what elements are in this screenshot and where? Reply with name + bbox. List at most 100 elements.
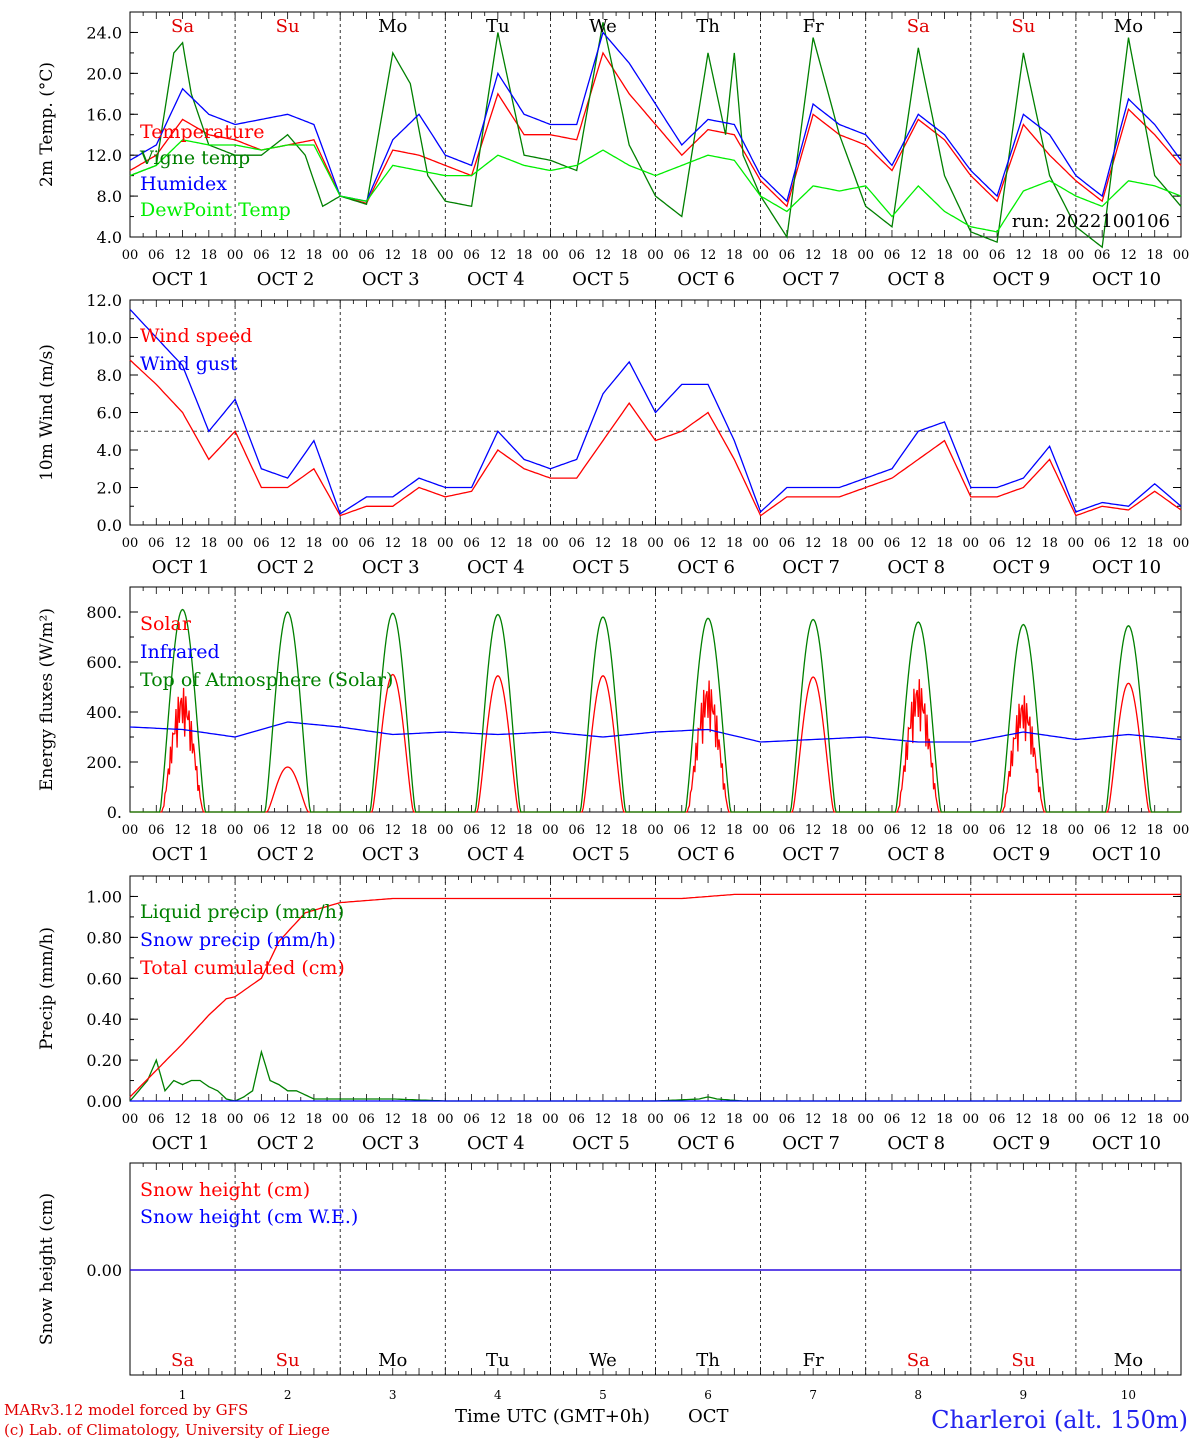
series-total-cumulated-cm — [129, 893, 1181, 1098]
hour-label: 06 — [358, 823, 375, 838]
hour-label: 12 — [490, 248, 507, 263]
legend-entry: Wind speed — [140, 325, 252, 347]
hour-label: 12 — [384, 248, 401, 263]
y-axis-title: Precip (mm/h) — [37, 927, 57, 1050]
day-name: Su — [1011, 1350, 1035, 1371]
hour-label: 06 — [568, 248, 585, 263]
date-label: OCT 6 — [677, 1133, 735, 1154]
hour-label: 18 — [621, 536, 638, 551]
hour-label: 06 — [884, 248, 901, 263]
date-label: OCT 8 — [887, 1133, 945, 1154]
date-label: OCT 5 — [572, 557, 630, 578]
y-tick-label: 8.0 — [97, 187, 122, 206]
hour-label: 00 — [647, 1112, 664, 1127]
hour-label: 12 — [384, 1112, 401, 1127]
y-tick-label: 0.00 — [86, 1092, 122, 1111]
hour-label: 18 — [306, 536, 323, 551]
date-label: OCT 7 — [782, 269, 840, 290]
lab-credit: (c) Lab. of Climatology, University of L… — [4, 1421, 330, 1439]
hour-label: 06 — [463, 1112, 480, 1127]
hour-label: 18 — [831, 536, 848, 551]
hour-label: 00 — [1068, 1112, 1085, 1127]
hour-label: 18 — [516, 1112, 533, 1127]
day-name: Tu — [486, 1350, 510, 1371]
day-name: We — [589, 16, 617, 37]
hour-label: 18 — [411, 248, 428, 263]
date-label: OCT 2 — [257, 269, 315, 290]
date-label: OCT 2 — [257, 844, 315, 865]
hour-label: 06 — [148, 823, 165, 838]
y-axis-title: Snow height (cm) — [37, 1193, 57, 1345]
day-name: Th — [696, 1350, 720, 1371]
hour-label: 18 — [1146, 1112, 1163, 1127]
date-label: OCT 6 — [677, 557, 735, 578]
hour-label: 00 — [752, 1112, 769, 1127]
hour-label: 00 — [1068, 823, 1085, 838]
hour-label: 18 — [621, 1112, 638, 1127]
day-name: We — [589, 1350, 617, 1371]
hour-label: 00 — [332, 823, 349, 838]
day-name: Mo — [378, 1350, 407, 1371]
hour-label: 18 — [516, 823, 533, 838]
hour-label: 12 — [595, 823, 612, 838]
y-tick-label: 16.0 — [86, 105, 122, 124]
hour-label: 00 — [437, 536, 454, 551]
hour-label: 00 — [1173, 536, 1190, 551]
date-label: OCT 8 — [887, 269, 945, 290]
hour-label: 00 — [1068, 248, 1085, 263]
hour-label: 12 — [1015, 536, 1032, 551]
hour-label: 12 — [279, 536, 296, 551]
day-name: Sa — [171, 16, 194, 37]
hour-label: 06 — [463, 536, 480, 551]
legend-entry: Humidex — [140, 173, 227, 195]
date-label: OCT 9 — [992, 1133, 1050, 1154]
hour-label: 12 — [595, 536, 612, 551]
hour-label: 00 — [647, 248, 664, 263]
hour-label: 00 — [752, 823, 769, 838]
date-label: OCT 3 — [362, 557, 420, 578]
y-tick-label: 6.0 — [97, 404, 122, 423]
date-label: OCT 3 — [362, 844, 420, 865]
date-label: OCT 7 — [782, 844, 840, 865]
hour-label: 12 — [805, 248, 822, 263]
hour-label: 06 — [463, 248, 480, 263]
date-label: OCT 2 — [257, 557, 315, 578]
hour-label: 12 — [1120, 536, 1137, 551]
hour-label: 06 — [148, 536, 165, 551]
hour-label: 18 — [411, 1112, 428, 1127]
day-number: 3 — [389, 1388, 397, 1402]
series-vigne-temp — [129, 22, 1182, 249]
y-tick-label: 0. — [107, 803, 122, 822]
day-name: Sa — [171, 1350, 194, 1371]
hour-label: 12 — [174, 823, 191, 838]
date-label: OCT 4 — [467, 269, 525, 290]
day-name: Mo — [1114, 16, 1143, 37]
hour-label: 00 — [963, 536, 980, 551]
day-name: Mo — [378, 16, 407, 37]
hour-label: 18 — [1041, 536, 1058, 551]
day-name: Th — [696, 16, 720, 37]
hour-label: 00 — [857, 248, 874, 263]
month-label: OCT — [688, 1406, 729, 1427]
hour-label: 18 — [306, 823, 323, 838]
hour-label: 18 — [1041, 248, 1058, 263]
day-number: 7 — [809, 1388, 817, 1402]
date-label: OCT 7 — [782, 1133, 840, 1154]
date-label: OCT 10 — [1092, 269, 1161, 290]
date-label: OCT 9 — [992, 844, 1050, 865]
y-tick-label: 12.0 — [86, 146, 122, 165]
legend-entry: Total cumulated (cm) — [140, 957, 345, 979]
hour-label: 06 — [253, 248, 270, 263]
hour-label: 00 — [542, 536, 559, 551]
hour-label: 18 — [831, 823, 848, 838]
day-name: Tu — [486, 16, 510, 37]
day-number: 10 — [1121, 1388, 1136, 1402]
hour-label: 06 — [989, 248, 1006, 263]
hour-label: 00 — [437, 823, 454, 838]
hour-label: 18 — [516, 536, 533, 551]
panel-3: 0. 200. 400. 600. 800. Energy fluxes (W/m²) So… — [37, 586, 1189, 865]
y-tick-label: 4.0 — [97, 228, 122, 247]
hour-label: 00 — [332, 248, 349, 263]
y-tick-label: 12.0 — [86, 291, 122, 310]
hour-label: 12 — [910, 823, 927, 838]
